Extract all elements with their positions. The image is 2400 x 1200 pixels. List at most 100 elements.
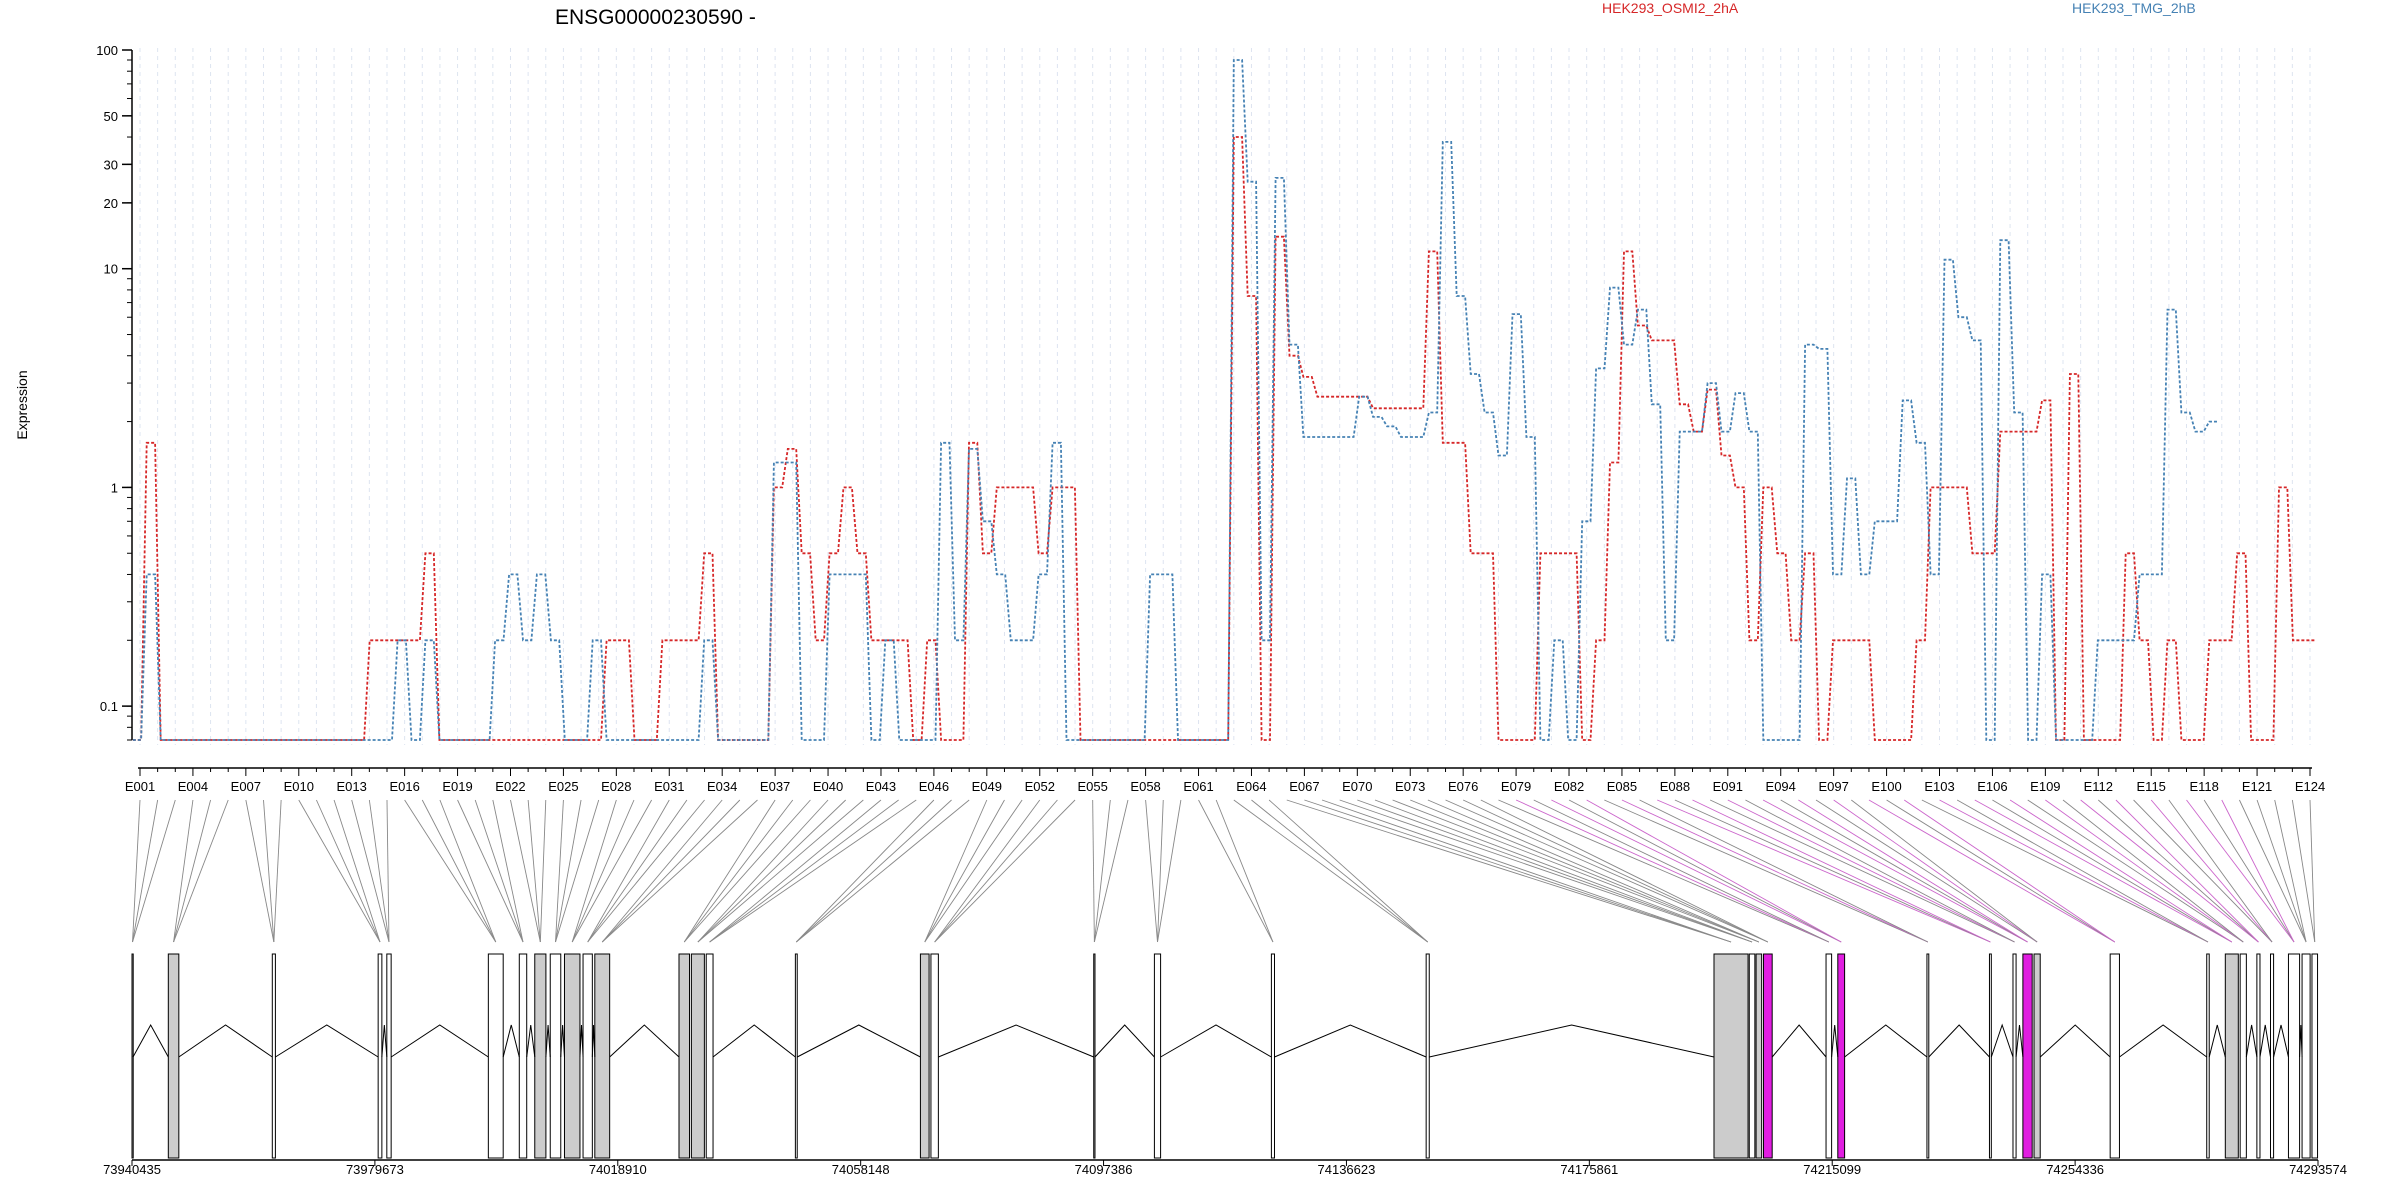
exon-tick-label: E046 <box>919 779 949 794</box>
exon-tick-label: E031 <box>654 779 684 794</box>
exon-connector <box>1798 799 2028 943</box>
exon-box <box>377 953 383 1159</box>
exon-box <box>487 953 504 1159</box>
exon-connector <box>1145 799 1158 943</box>
exon-tick-label: E124 <box>2295 779 2325 794</box>
exon-box <box>1755 953 1763 1159</box>
exon-tick-label: E037 <box>760 779 790 794</box>
exon-tick-label: E097 <box>1818 779 1848 794</box>
exon-tick-label: E085 <box>1607 779 1637 794</box>
genomic-tick-label: 73940435 <box>103 1162 161 1177</box>
exon-tick-label: E019 <box>442 779 472 794</box>
exon-connector <box>2133 799 2273 943</box>
exon-box <box>930 953 939 1159</box>
intron-line <box>796 1024 921 1058</box>
genomic-tick-label: 74175861 <box>1560 1162 1618 1177</box>
exon-box <box>582 953 593 1159</box>
exon-connector <box>1956 799 2209 943</box>
intron-line <box>2245 1024 2258 1058</box>
exon-connector <box>1157 799 1182 943</box>
intron-line <box>938 1024 1094 1058</box>
exon-tick-label: E091 <box>1713 779 1743 794</box>
exon-connector <box>1604 799 1929 943</box>
exon-connector <box>601 799 741 943</box>
exon-connector <box>316 799 381 943</box>
exon-box <box>386 953 392 1159</box>
exon-tick-label: E088 <box>1660 779 1690 794</box>
exon-connector <box>1498 799 1830 943</box>
y-tick-label: 30 <box>104 157 118 172</box>
exon-connector <box>173 799 229 943</box>
y-tick-label: 20 <box>104 196 118 211</box>
exon-connector <box>132 799 141 943</box>
exon-box <box>518 953 528 1159</box>
exon-tick-label: E052 <box>1025 779 1055 794</box>
intron-line <box>502 1024 520 1058</box>
exon-connector <box>439 799 497 943</box>
exon-connector <box>1727 799 2015 943</box>
exon-tick-label: E022 <box>495 779 525 794</box>
exon-box <box>2033 953 2041 1159</box>
exon-connector <box>555 799 600 943</box>
exon-connector <box>2291 799 2316 943</box>
exon-connector <box>1886 799 2116 943</box>
exon-box <box>1713 953 1749 1159</box>
exon-box <box>1748 953 1756 1159</box>
exon-connector <box>404 799 497 943</box>
exon-connector <box>2027 799 2244 943</box>
exon-connector <box>1198 799 1274 943</box>
exon-connector <box>1392 799 1760 943</box>
exon-connector <box>421 799 497 943</box>
intron-line <box>2039 1024 2111 1058</box>
exon-connector <box>924 799 1023 943</box>
exon-connector <box>1251 799 1428 943</box>
exon-box <box>594 953 611 1159</box>
series-line-1 <box>132 136 2316 741</box>
intron-line <box>712 1024 796 1058</box>
exon-connector <box>2203 799 2295 943</box>
intron-line <box>2119 1024 2208 1058</box>
exon-box <box>1825 953 1833 1159</box>
exon-connector <box>1974 799 2233 943</box>
intron-line <box>132 1023 169 1058</box>
intron-line <box>390 1024 489 1058</box>
exon-connector <box>173 799 212 943</box>
exon-tick-label: E049 <box>972 779 1002 794</box>
exon-connector <box>1762 799 2028 943</box>
exon-box <box>1926 953 1930 1159</box>
exon-connector <box>587 799 705 943</box>
exon-connector <box>263 799 275 943</box>
exon-tick-label: E073 <box>1395 779 1425 794</box>
intron-line <box>526 1024 536 1058</box>
exon-tick-label: E013 <box>337 779 367 794</box>
exon-connector <box>1903 799 2116 943</box>
exon-connector <box>587 799 670 943</box>
genomic-tick-label: 74058148 <box>832 1162 890 1177</box>
exon-box <box>2022 953 2033 1159</box>
exon-tick-label: E118 <box>2189 779 2218 794</box>
intron-line <box>579 1024 584 1058</box>
exon-box <box>1763 953 1773 1159</box>
series-line-2 <box>132 59 2218 741</box>
exon-connector <box>1833 799 2038 943</box>
exon-connector <box>1093 799 1129 943</box>
exon-connector <box>2274 799 2307 943</box>
exon-box <box>1425 953 1430 1159</box>
exon-tick-label: E058 <box>1130 779 1160 794</box>
exon-connector <box>697 799 829 943</box>
exon-connector <box>132 799 159 943</box>
exon-connector <box>539 799 547 943</box>
genomic-tick-label: 73979673 <box>346 1162 404 1177</box>
exon-tick-label: E079 <box>1501 779 1531 794</box>
exon-connector <box>1092 799 1095 943</box>
exon-box <box>1153 953 1162 1159</box>
exon-tick-label: E082 <box>1554 779 1584 794</box>
exon-box <box>534 953 547 1159</box>
exon-tick-label: E115 <box>2137 779 2166 794</box>
exon-tick-label: E001 <box>125 779 155 794</box>
exon-tick-label: E004 <box>178 779 208 794</box>
intron-line <box>381 1024 388 1058</box>
exon-tick-label: E094 <box>1766 779 1796 794</box>
exon-connector <box>1515 799 1830 943</box>
exon-tick-label: E121 <box>2242 779 2272 794</box>
